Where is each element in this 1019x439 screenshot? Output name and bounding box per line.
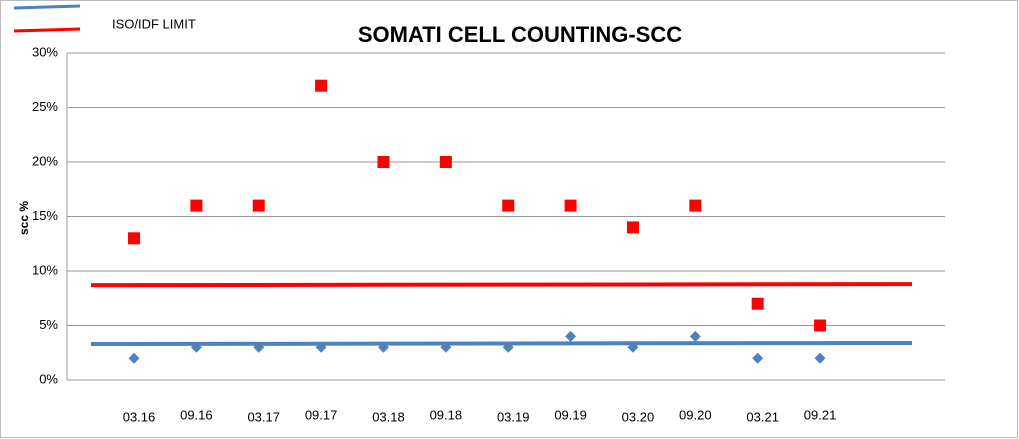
marker (564, 199, 577, 212)
marker (502, 199, 515, 212)
legend-swatch (13, 27, 81, 33)
marker (752, 352, 764, 364)
trend-line (90, 340, 913, 347)
x-tick-label: 09.17 (305, 407, 338, 422)
legend-label: ISO/IDF LIMIT (112, 16, 196, 31)
marker (377, 341, 389, 353)
chart-title: SOMATI CELL COUNTING-SCC (358, 22, 682, 47)
y-axis-label: scc % (17, 201, 31, 235)
x-tick-label: 09.19 (554, 407, 587, 422)
marker (689, 330, 701, 342)
marker (377, 156, 390, 168)
y-tick-label: 20% (32, 153, 58, 168)
y-tick-label: 10% (32, 262, 58, 277)
x-tick-label: 03.20 (622, 409, 655, 424)
marker (128, 352, 140, 364)
x-tick-label: 03.17 (247, 409, 280, 424)
y-tick-label: 5% (39, 317, 58, 332)
marker (440, 341, 452, 353)
marker (565, 330, 577, 342)
x-tick-label: 09.16 (180, 407, 213, 422)
y-tick-label: 15% (32, 208, 58, 223)
legend-swatch (13, 4, 81, 10)
y-tick-label: 0% (39, 371, 58, 386)
marker (190, 199, 203, 212)
marker (128, 232, 140, 245)
x-tick-label: 03.21 (746, 409, 779, 424)
x-tick-label: 09.21 (804, 407, 837, 422)
marker (751, 297, 764, 310)
y-tick-label: 30% (32, 44, 58, 59)
marker (439, 156, 452, 168)
x-tick-label: 03.19 (497, 409, 530, 424)
marker (502, 341, 514, 353)
y-tick-label: 25% (32, 99, 58, 114)
marker (190, 341, 202, 353)
marker (814, 352, 826, 364)
x-tick-label: 03.18 (372, 409, 405, 424)
x-tick-label: 03.16 (123, 409, 156, 424)
marker (626, 221, 639, 234)
marker (315, 79, 328, 92)
marker (252, 199, 265, 212)
marker (315, 341, 327, 353)
marker (253, 341, 265, 353)
x-tick-label: 09.18 (430, 407, 463, 422)
x-tick-label: 09.20 (679, 407, 712, 422)
trend-line (90, 282, 913, 288)
marker (814, 319, 827, 332)
marker (689, 199, 702, 212)
marker (627, 341, 639, 353)
